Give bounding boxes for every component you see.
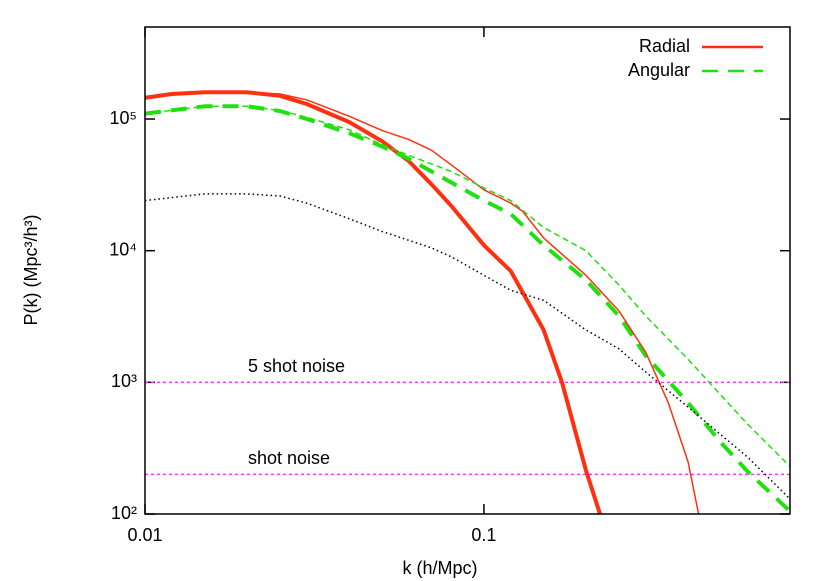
y-tick-label: 10³ [111, 371, 137, 391]
x-axis-label: k (h/Mpc) [402, 558, 477, 578]
y-tick-label: 10² [111, 503, 137, 523]
y-tick-label: 10⁵ [110, 108, 137, 128]
series-line [145, 105, 790, 467]
reference-label: shot noise [248, 448, 330, 468]
legend-label: Angular [628, 60, 690, 80]
x-tick-label: 0.1 [471, 525, 496, 545]
y-axis-label: P(k) (Mpc³/h³) [21, 215, 41, 326]
series-line [145, 90, 700, 514]
legend-label: Radial [639, 36, 690, 56]
y-tick-label: 10⁴ [109, 239, 137, 259]
series-line [145, 90, 602, 514]
x-tick-label: 0.01 [127, 525, 162, 545]
series-line [145, 193, 790, 500]
plot-frame [144, 26, 791, 515]
reference-label: 5 shot noise [248, 356, 345, 376]
series-line [145, 104, 790, 513]
